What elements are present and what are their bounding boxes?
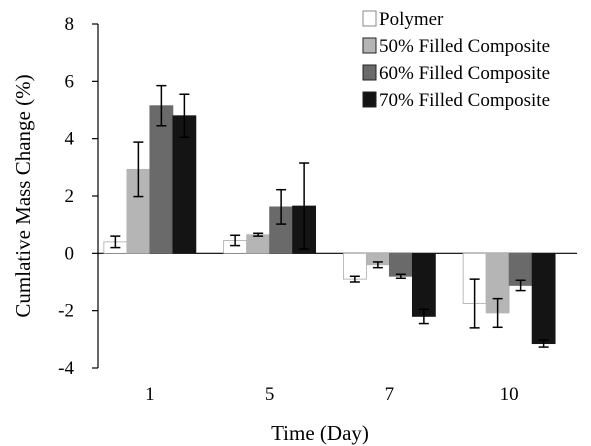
y-tick-label: -2 — [58, 301, 74, 322]
x-tick-label: 5 — [265, 384, 275, 405]
y-axis-ticks: 8 6 4 2 0 -2 -4 — [58, 14, 98, 379]
y-axis-title: Cumlative Mass Change (%) — [11, 74, 35, 317]
legend-swatch — [362, 64, 377, 81]
legend-swatch — [362, 10, 377, 27]
bar — [411, 252, 436, 317]
y-tick-label: 0 — [65, 243, 75, 264]
bar — [342, 252, 367, 280]
bar — [388, 252, 413, 277]
x-tick-label: 1 — [145, 384, 155, 405]
legend-swatch — [362, 91, 377, 108]
bar — [246, 234, 271, 254]
x-axis-title: Time (Day) — [271, 421, 369, 445]
y-tick-label: 6 — [65, 71, 75, 92]
y-tick-label: 8 — [65, 14, 75, 35]
legend-label: 70% Filled Composite — [379, 90, 550, 111]
legend-swatch — [362, 37, 377, 54]
legend-label: 50% Filled Composite — [379, 36, 550, 57]
x-tick-label: 7 — [385, 384, 395, 405]
bar — [149, 105, 174, 254]
y-tick-label: 4 — [65, 129, 75, 150]
y-tick-label: -4 — [58, 358, 74, 379]
legend-label: 60% Filled Composite — [379, 63, 550, 84]
legend: Polymer 50% Filled Composite 60% Filled Co… — [362, 9, 550, 111]
legend-label: Polymer — [379, 9, 444, 30]
y-tick-label: 2 — [65, 186, 75, 207]
x-tick-label: 10 — [500, 384, 519, 405]
bar — [531, 252, 556, 345]
x-axis-tick-labels: 1 5 7 10 — [145, 384, 519, 405]
bar-series — [103, 84, 556, 348]
